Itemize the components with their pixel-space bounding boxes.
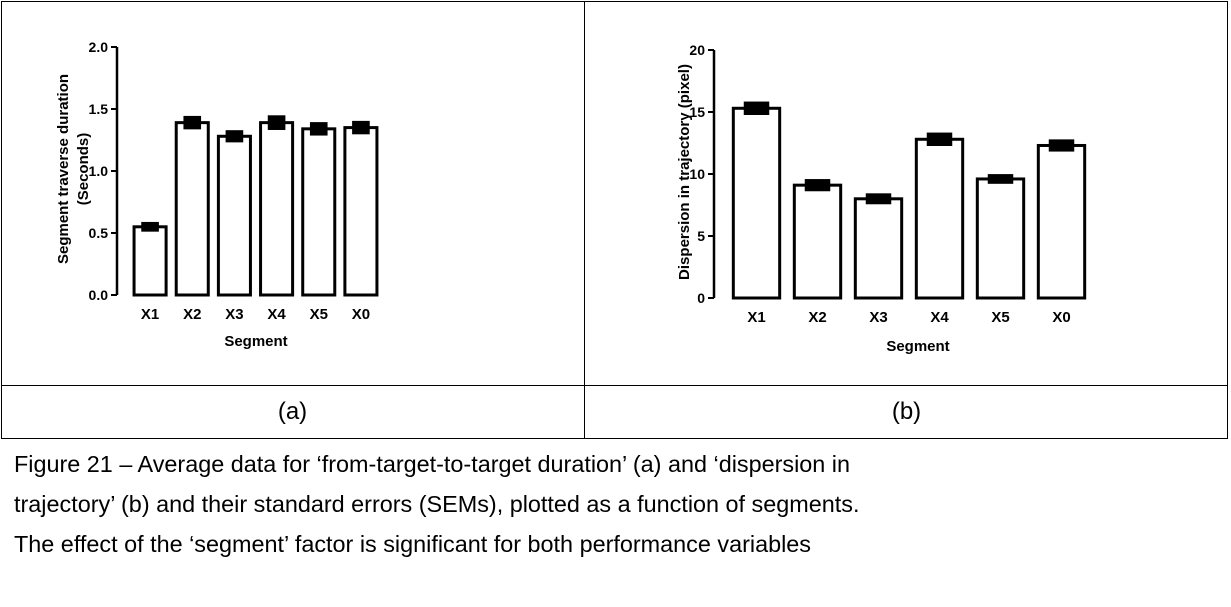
- chart-b-x-tick-label: X2: [808, 309, 826, 326]
- caption-line-2: trajectory’ (b) and their standard error…: [14, 491, 860, 517]
- figure-caption: Figure 21 – Average data for ‘from-targe…: [14, 444, 1216, 564]
- caption-line-3: The effect of the ‘segment’ factor is si…: [14, 531, 811, 557]
- row-divider: [1, 385, 1228, 386]
- chart-b-y-tick-label: 15: [689, 104, 705, 120]
- chart-a-error-bar-x4: [267, 115, 286, 130]
- chart-a-y-axis-label: Segment traverse duration (Seconds): [55, 74, 92, 264]
- chart-a-error-bar-x0: [352, 120, 370, 135]
- panel-label-a: (a): [277, 398, 308, 425]
- chart-a-x-tick-label: X1: [141, 306, 159, 323]
- chart-a-bar-x5: [301, 127, 337, 297]
- chart-a-y-tick-label: 0.0: [89, 287, 109, 303]
- chart-a-error-bar-x5: [309, 122, 328, 136]
- chart-b-dispersion: Dispersion in trajectory (pixel) Segment…: [676, 42, 1087, 355]
- chart-b-bar-x1: [731, 106, 782, 300]
- chart-b-x-tick-label: X0: [1052, 309, 1070, 326]
- chart-a-x-tick-label: X3: [225, 306, 243, 323]
- chart-a-x-tick-label: X5: [310, 306, 328, 323]
- chart-b-bar-x3: [853, 197, 904, 300]
- chart-a-bar-x2: [174, 121, 210, 297]
- chart-b-error-bar-x5: [987, 174, 1014, 184]
- chart-b-error-bar-x0: [1048, 139, 1075, 152]
- chart-a-xlabel: Segment: [224, 333, 287, 350]
- caption-line-1: Figure 21 – Average data for ‘from-targe…: [14, 451, 851, 477]
- chart-b-x-tick-label: X3: [869, 309, 887, 326]
- chart-a-bar-x3: [216, 134, 252, 297]
- chart-b-x-tick-label: X4: [930, 309, 949, 326]
- chart-b-y-tick-label: 0: [697, 290, 705, 306]
- chart-b-bar-x2: [792, 183, 843, 300]
- chart-b-error-bar-x2: [804, 179, 831, 192]
- chart-a-error-bar-x2: [183, 115, 202, 130]
- chart-a-y-tick-label: 0.5: [89, 225, 109, 241]
- chart-a-x-tick-label: X0: [352, 306, 370, 323]
- chart-a-error-bar-x3: [225, 130, 244, 143]
- chart-a-error-bar-x1: [141, 221, 159, 232]
- chart-a-ylabel-line2: (Seconds): [75, 133, 92, 206]
- chart-a-y-tick-label: 1.0: [89, 163, 109, 179]
- panel-label-b: (b): [891, 398, 922, 425]
- chart-b-bar-x0: [1036, 143, 1087, 300]
- chart-b-xlabel: Segment: [886, 338, 949, 355]
- chart-b-y-tick-label: 5: [697, 228, 705, 244]
- chart-a-x-tick-label: X4: [267, 306, 286, 323]
- chart-b-ylabel: Dispersion in trajectory (pixel): [676, 64, 693, 280]
- chart-a-bar-x1: [132, 225, 168, 297]
- chart-a-y-tick-label: 1.5: [89, 101, 109, 117]
- chart-b-y-tick-label: 10: [689, 166, 705, 182]
- chart-b-error-bar-x3: [865, 193, 892, 205]
- chart-a-duration: Segment traverse duration (Seconds) Segm…: [55, 39, 379, 350]
- chart-a-ylabel-line1: Segment traverse duration: [55, 74, 72, 264]
- chart-b-error-bar-x1: [743, 101, 770, 115]
- chart-b-bar-x4: [914, 137, 965, 300]
- chart-a-bar-x0: [343, 126, 379, 297]
- chart-b-x-tick-label: X5: [991, 309, 1009, 326]
- column-divider: [584, 1, 585, 439]
- chart-a-y-tick-label: 2.0: [89, 39, 109, 55]
- chart-b-error-bar-x4: [926, 132, 953, 146]
- chart-b-y-tick-label: 20: [689, 42, 705, 58]
- figure-table-frame: [1, 1, 1228, 439]
- chart-b-bar-x5: [975, 177, 1026, 300]
- chart-a-bar-x4: [259, 121, 295, 297]
- chart-b-x-tick-label: X1: [747, 309, 765, 326]
- chart-a-x-tick-label: X2: [183, 306, 201, 323]
